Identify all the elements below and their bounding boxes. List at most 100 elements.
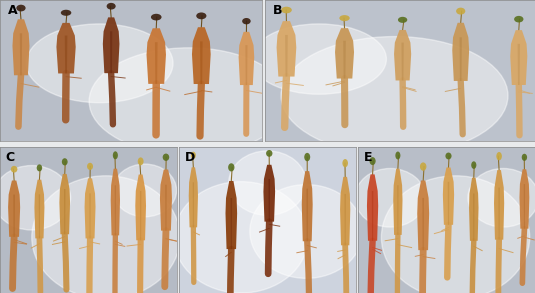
Polygon shape [192,27,211,84]
Ellipse shape [266,150,272,157]
Polygon shape [302,171,312,241]
Ellipse shape [113,151,118,159]
Ellipse shape [106,3,116,10]
Ellipse shape [398,17,407,23]
Polygon shape [140,191,141,240]
Circle shape [89,48,288,155]
Circle shape [251,24,386,94]
Ellipse shape [228,163,234,171]
Ellipse shape [87,163,93,170]
Polygon shape [277,21,296,76]
Circle shape [174,182,308,293]
Polygon shape [422,198,424,250]
Polygon shape [367,174,378,241]
Polygon shape [56,23,75,74]
Ellipse shape [281,7,292,13]
Polygon shape [394,30,411,81]
Ellipse shape [11,166,18,173]
Circle shape [26,24,173,103]
Circle shape [113,164,177,217]
Text: B: B [273,4,282,17]
Circle shape [32,176,180,293]
Circle shape [0,166,71,230]
Polygon shape [239,32,254,85]
Ellipse shape [395,151,400,159]
Polygon shape [417,180,429,250]
Text: E: E [364,151,372,164]
Polygon shape [401,42,404,81]
Polygon shape [155,42,158,84]
Polygon shape [263,165,275,222]
Polygon shape [20,33,22,75]
Ellipse shape [522,154,527,161]
Ellipse shape [339,15,350,21]
Text: C: C [5,151,14,164]
Circle shape [250,185,363,278]
Circle shape [228,151,307,215]
Polygon shape [114,185,116,235]
Polygon shape [39,194,40,239]
Ellipse shape [514,16,523,23]
Polygon shape [494,170,504,240]
Ellipse shape [342,159,348,167]
Ellipse shape [37,164,42,171]
Ellipse shape [242,18,251,24]
Ellipse shape [370,157,376,165]
Polygon shape [510,30,528,85]
Ellipse shape [471,161,476,169]
Polygon shape [8,180,20,237]
Polygon shape [285,35,288,76]
Polygon shape [335,28,354,79]
Polygon shape [519,169,529,229]
Polygon shape [64,189,65,234]
Polygon shape [448,182,449,225]
Polygon shape [200,41,203,84]
Polygon shape [469,178,478,241]
Ellipse shape [446,153,452,159]
Polygon shape [499,188,500,240]
Circle shape [355,168,425,227]
Polygon shape [345,194,346,245]
Ellipse shape [151,14,162,21]
Polygon shape [372,191,373,241]
Polygon shape [518,44,520,85]
Polygon shape [135,175,146,240]
Polygon shape [147,28,166,84]
Ellipse shape [420,162,426,171]
Text: D: D [185,151,195,164]
Polygon shape [193,182,194,227]
Polygon shape [269,179,270,222]
Polygon shape [340,177,350,245]
Polygon shape [524,184,525,229]
Ellipse shape [62,158,67,166]
Ellipse shape [196,12,207,19]
Polygon shape [189,167,198,227]
Polygon shape [59,174,70,234]
Ellipse shape [304,153,310,161]
Ellipse shape [17,5,26,11]
Polygon shape [85,178,96,239]
Circle shape [281,37,508,155]
Polygon shape [110,31,112,73]
Polygon shape [12,19,29,75]
Polygon shape [398,185,399,235]
Polygon shape [246,45,248,85]
Ellipse shape [163,154,169,161]
Polygon shape [111,169,120,235]
Polygon shape [65,35,67,74]
Polygon shape [13,195,15,237]
Circle shape [468,168,535,227]
Ellipse shape [61,10,71,16]
Ellipse shape [137,157,143,165]
Polygon shape [225,181,237,249]
Polygon shape [460,37,462,81]
Polygon shape [393,169,402,235]
Ellipse shape [456,8,465,15]
Polygon shape [473,193,475,241]
Polygon shape [343,41,346,79]
Polygon shape [89,193,91,239]
Polygon shape [165,185,167,231]
Text: A: A [8,4,18,17]
Circle shape [381,176,530,293]
Ellipse shape [496,152,502,160]
